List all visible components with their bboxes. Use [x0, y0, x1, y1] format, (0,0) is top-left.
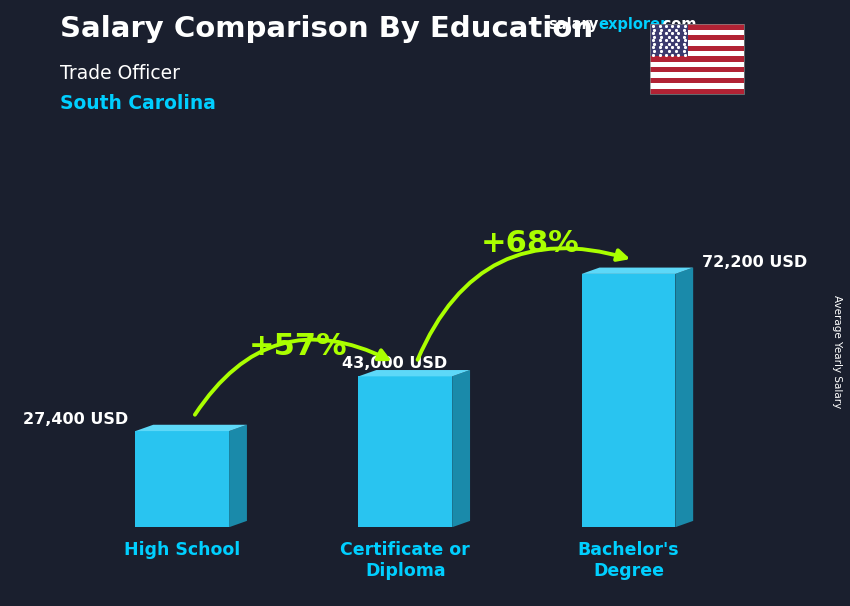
Polygon shape	[229, 425, 246, 527]
Bar	[650, 24, 688, 56]
Text: +68%: +68%	[481, 228, 580, 258]
Polygon shape	[135, 431, 229, 527]
Bar	[650, 83, 744, 88]
Text: South Carolina: South Carolina	[60, 94, 215, 113]
Polygon shape	[452, 370, 470, 527]
Text: Average Yearly Salary: Average Yearly Salary	[832, 295, 842, 408]
Bar	[650, 45, 744, 51]
Text: salary: salary	[548, 17, 598, 32]
Text: 72,200 USD: 72,200 USD	[702, 255, 807, 270]
Bar	[650, 88, 744, 94]
Bar	[650, 35, 744, 41]
Text: +57%: +57%	[249, 332, 348, 361]
Text: 27,400 USD: 27,400 USD	[24, 412, 128, 427]
Polygon shape	[675, 268, 693, 527]
Polygon shape	[135, 425, 246, 431]
Bar	[650, 62, 744, 67]
Text: explorer: explorer	[598, 17, 668, 32]
Text: 43,000 USD: 43,000 USD	[342, 356, 447, 371]
Text: .com: .com	[657, 17, 696, 32]
Polygon shape	[581, 268, 693, 274]
Polygon shape	[359, 370, 470, 376]
Bar	[650, 24, 744, 30]
Text: Salary Comparison By Education: Salary Comparison By Education	[60, 15, 592, 43]
Bar	[650, 73, 744, 78]
Bar	[650, 51, 744, 56]
Bar	[650, 78, 744, 83]
Bar	[650, 56, 744, 62]
Polygon shape	[359, 376, 452, 527]
Polygon shape	[581, 274, 675, 527]
Bar	[650, 67, 744, 73]
Bar	[650, 30, 744, 35]
Text: Trade Officer: Trade Officer	[60, 64, 179, 82]
Bar	[650, 41, 744, 45]
